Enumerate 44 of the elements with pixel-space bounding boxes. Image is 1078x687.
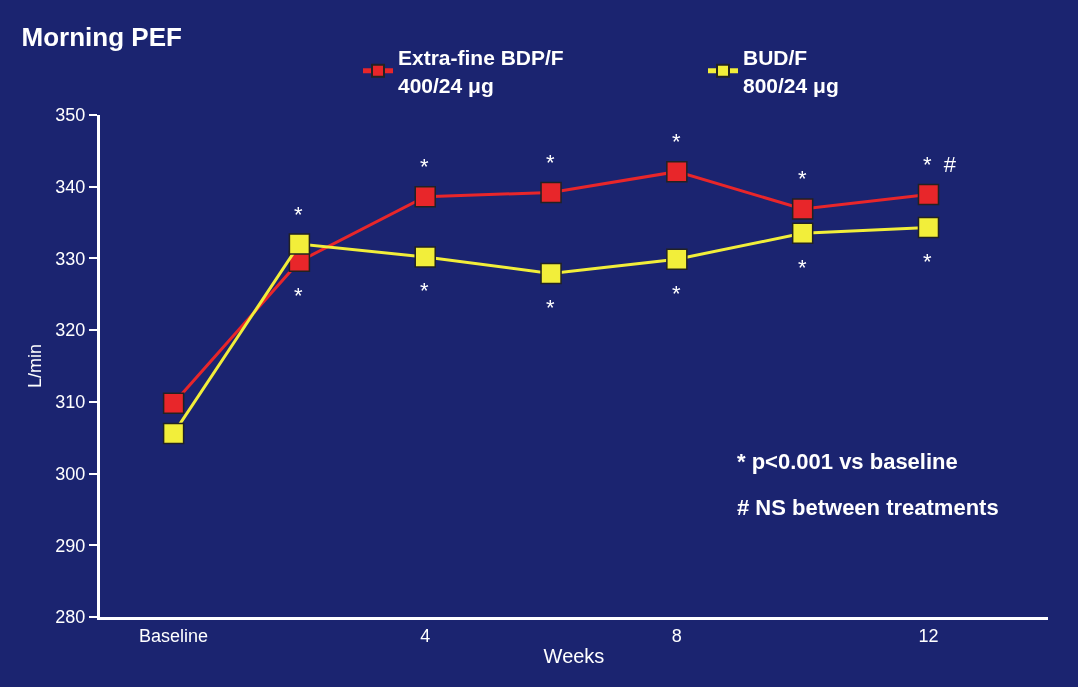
chart-title: Morning PEF: [21, 21, 182, 52]
point: [791, 222, 814, 245]
point: [917, 183, 940, 206]
annotation: *: [294, 283, 303, 308]
y-tick-label: 330: [55, 248, 86, 269]
point: [540, 262, 562, 285]
point: [666, 160, 688, 183]
legend-label: BUD/F 800/24 μg: [743, 46, 839, 97]
y-tick-label: 280: [55, 607, 86, 628]
annotation: *: [420, 278, 429, 303]
point: [162, 422, 185, 445]
point: [791, 198, 814, 220]
point: [414, 186, 436, 208]
annotation: *: [672, 129, 681, 154]
y-tick-label: 300: [55, 463, 86, 484]
point: [162, 392, 185, 415]
x-tick-label: 8: [671, 625, 682, 646]
annotation: *: [798, 255, 807, 280]
x-tick-label: 4: [420, 625, 431, 646]
y-tick-label: 290: [55, 535, 86, 556]
annotation: *: [420, 154, 429, 179]
y-tick-label: 340: [55, 177, 86, 198]
annotation: *: [546, 295, 555, 320]
point: [414, 246, 436, 268]
point: [666, 248, 688, 270]
y-axis-title: L/min: [24, 343, 45, 389]
point: [288, 233, 311, 255]
y-tick-label: 350: [55, 105, 86, 126]
annotation: *: [672, 281, 681, 306]
point: [540, 181, 562, 204]
annotation: *: [798, 166, 807, 191]
y-tick-label: 320: [55, 320, 86, 341]
annotation: # NS between treatments: [737, 495, 999, 520]
annotation: * p<0.001 vs baseline: [737, 449, 958, 474]
legend-label: Extra-fine BDP/F 400/24 μg: [398, 46, 564, 97]
annotation: *: [294, 202, 303, 227]
y-tick-label: 310: [55, 392, 86, 413]
x-axis-title: Weeks: [543, 645, 605, 668]
annotation: * #: [923, 152, 957, 177]
x-tick-label: Baseline: [139, 625, 209, 646]
point: [917, 216, 940, 239]
annotation: *: [923, 249, 932, 274]
x-tick-label: 12: [918, 625, 939, 646]
annotation: *: [546, 150, 555, 175]
